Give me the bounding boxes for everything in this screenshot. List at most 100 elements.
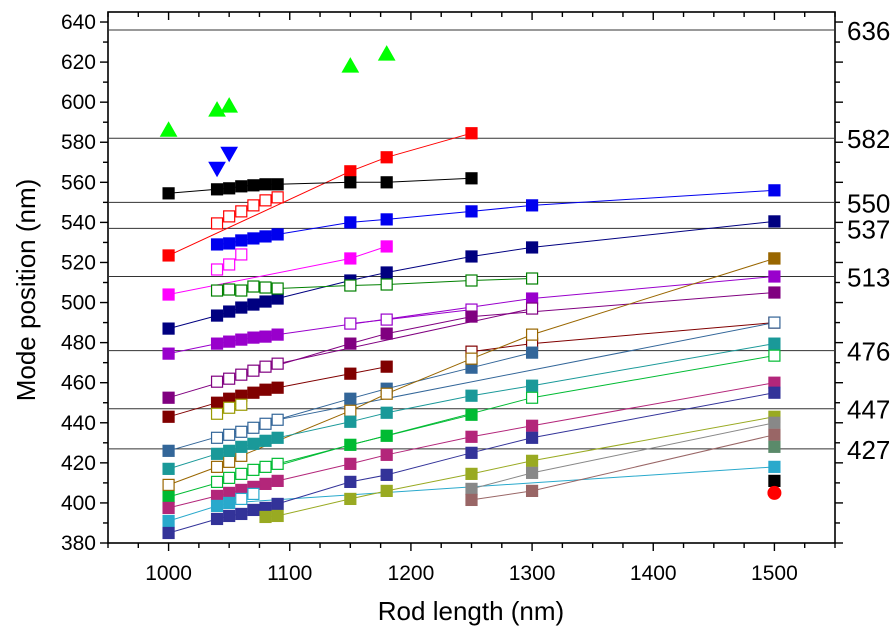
- square-marker: [271, 413, 284, 426]
- square-marker: [465, 172, 478, 185]
- square-marker: [271, 282, 284, 295]
- square-marker: [162, 444, 175, 457]
- square-marker: [223, 258, 236, 271]
- square-marker: [380, 448, 393, 461]
- square-marker: [162, 347, 175, 360]
- square-marker: [271, 328, 284, 341]
- square-marker: [465, 446, 478, 459]
- y-tick-label: 520: [61, 251, 96, 274]
- square-marker: [525, 379, 539, 392]
- y-tick-label: 540: [61, 211, 96, 234]
- square-marker: [235, 440, 248, 453]
- square-marker: [380, 151, 393, 164]
- square-marker: [259, 230, 272, 243]
- square-marker: [344, 404, 357, 417]
- y-tick-label: 460: [61, 372, 96, 395]
- square-marker: [223, 283, 236, 296]
- square-marker: [223, 455, 236, 468]
- square-marker: [465, 389, 478, 402]
- y-tick-label: 440: [61, 412, 96, 435]
- square-marker: [768, 270, 781, 283]
- square-marker: [380, 313, 393, 326]
- square-marker: [344, 252, 357, 265]
- triangle-up-marker: [341, 57, 360, 73]
- square-marker: [162, 187, 175, 200]
- reference-line-label: 447: [847, 395, 890, 425]
- triangle-up-marker: [208, 101, 226, 117]
- square-marker: [259, 330, 272, 343]
- square-marker: [210, 489, 224, 503]
- square-marker: [235, 301, 248, 314]
- square-marker: [223, 401, 236, 414]
- square-marker: [210, 217, 224, 230]
- square-marker: [210, 284, 224, 297]
- square-marker: [247, 280, 260, 293]
- square-marker: [768, 376, 781, 389]
- reference-line-label: 537: [847, 214, 890, 244]
- y-axis-label: Mode position (nm): [11, 179, 41, 402]
- square-marker: [344, 492, 357, 506]
- square-marker: [465, 408, 478, 421]
- square-marker: [223, 428, 236, 441]
- square-marker: [768, 460, 781, 473]
- series-line: [350, 309, 472, 325]
- square-marker: [210, 183, 224, 196]
- square-marker: [247, 232, 260, 245]
- square-marker: [271, 509, 284, 523]
- square-marker: [768, 286, 781, 299]
- square-marker: [210, 460, 224, 473]
- x-axis-label: Rod length (nm): [378, 596, 564, 626]
- square-marker: [344, 165, 357, 178]
- square-marker: [247, 179, 260, 192]
- series-line: [265, 416, 775, 518]
- series-line: [216, 355, 775, 483]
- square-marker: [271, 431, 284, 444]
- square-marker: [235, 492, 248, 506]
- square-marker: [235, 248, 248, 261]
- square-marker: [210, 431, 224, 444]
- square-marker: [271, 178, 284, 191]
- square-marker: [259, 417, 272, 430]
- square-marker: [344, 279, 357, 292]
- square-marker: [768, 252, 781, 265]
- square-marker: [380, 213, 393, 226]
- series-line: [471, 322, 775, 353]
- square-marker: [271, 191, 284, 204]
- x-tick-label: 1000: [145, 562, 192, 585]
- square-marker: [465, 205, 478, 218]
- y-axis: 380 400 420 440 460 480 500 520 540 560 580 600 620 6…: [61, 11, 843, 555]
- square-marker: [271, 292, 284, 305]
- y-tick-label: 640: [61, 11, 96, 34]
- square-marker: [223, 210, 236, 223]
- square-marker: [380, 468, 393, 481]
- series-line: [216, 322, 775, 439]
- x-axis: 1000 1100 1200 1300 1400 1500: [107, 12, 836, 585]
- square-marker: [210, 238, 224, 251]
- square-marker: [344, 457, 357, 470]
- square-marker: [210, 375, 224, 388]
- square-marker: [210, 499, 224, 513]
- square-marker: [247, 437, 260, 450]
- square-marker: [271, 474, 284, 487]
- square-marker: [162, 501, 175, 515]
- reference-line-label: 636: [847, 16, 890, 46]
- x-tick-label: 1200: [388, 562, 435, 585]
- x-tick-label: 1500: [751, 562, 798, 585]
- square-marker: [259, 383, 272, 396]
- y-tick-label: 420: [61, 452, 96, 475]
- square-marker: [247, 364, 260, 377]
- square-marker: [525, 272, 539, 285]
- square-marker: [162, 322, 175, 335]
- square-marker: [344, 438, 357, 451]
- square-marker: [380, 406, 393, 419]
- square-marker: [768, 349, 781, 362]
- square-marker: [380, 327, 393, 340]
- reference-line-label: 476: [847, 337, 890, 367]
- square-marker: [380, 240, 393, 253]
- square-marker: [223, 372, 236, 385]
- square-marker: [271, 457, 284, 470]
- square-marker: [465, 430, 478, 443]
- square-marker: [223, 182, 236, 195]
- y-tick-label: 560: [61, 171, 96, 194]
